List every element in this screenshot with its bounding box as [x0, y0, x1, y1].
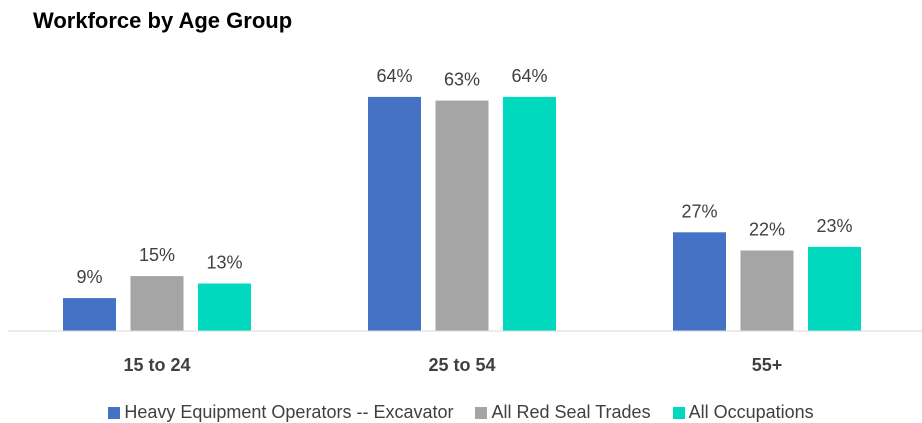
legend-swatch-red-seal-trades [475, 406, 488, 419]
legend-item-all-occupations: All Occupations [672, 402, 814, 423]
bars-layer [63, 96, 861, 332]
legend-label-all-occupations: All Occupations [688, 402, 814, 422]
data-label-55-series-2: 22% [749, 220, 785, 240]
data-label-55-series-3: 23% [816, 216, 852, 236]
bar-25-to-54-series-2 [435, 100, 489, 331]
data-label-55-series-1: 27% [681, 201, 717, 221]
bar-55-series-2 [740, 250, 794, 331]
x-tick-label-25-to-54: 25 to 54 [428, 355, 495, 375]
legend-label-red-seal-trades: All Red Seal Trades [491, 402, 651, 422]
data-label-25-to-54-series-2: 63% [444, 70, 480, 90]
legend: Heavy Equipment Operators -- Excavator A… [0, 402, 922, 423]
chart-title: Workforce by Age Group [33, 8, 293, 33]
legend-item-excavator: Heavy Equipment Operators -- Excavator [108, 402, 453, 423]
data-label-25-to-54-series-1: 64% [376, 66, 412, 86]
bar-15-to-24-series-1 [63, 298, 116, 331]
legend-label-excavator: Heavy Equipment Operators -- Excavator [124, 402, 454, 422]
bar-25-to-54-series-1 [368, 96, 421, 332]
bar-15-to-24-series-3 [198, 283, 251, 331]
data-label-15-to-24-series-1: 9% [76, 267, 102, 287]
data-label-15-to-24-series-2: 15% [139, 245, 175, 265]
legend-item-red-seal-trades: All Red Seal Trades [475, 402, 651, 423]
bar-25-to-54-series-3 [503, 96, 556, 332]
bar-chart: 9% 15% 13% 15 to 24 64% 63% 64% 25 to 54 27% 22% 2… [8, 66, 922, 375]
x-tick-label-55: 55+ [752, 355, 783, 375]
labels-layer: 9% 15% 13% 15 to 24 64% 63% 64% 25 to 54 27% 22% 2… [76, 66, 852, 375]
bar-55-series-3 [808, 246, 861, 331]
legend-swatch-excavator [108, 406, 121, 419]
x-tick-label-15-to-24: 15 to 24 [123, 355, 190, 375]
data-label-15-to-24-series-3: 13% [206, 253, 242, 273]
bar-15-to-24-series-2 [130, 276, 184, 331]
legend-swatch-all-occupations [672, 406, 685, 419]
data-label-25-to-54-series-3: 64% [511, 66, 547, 86]
bar-55-series-1 [673, 232, 726, 331]
